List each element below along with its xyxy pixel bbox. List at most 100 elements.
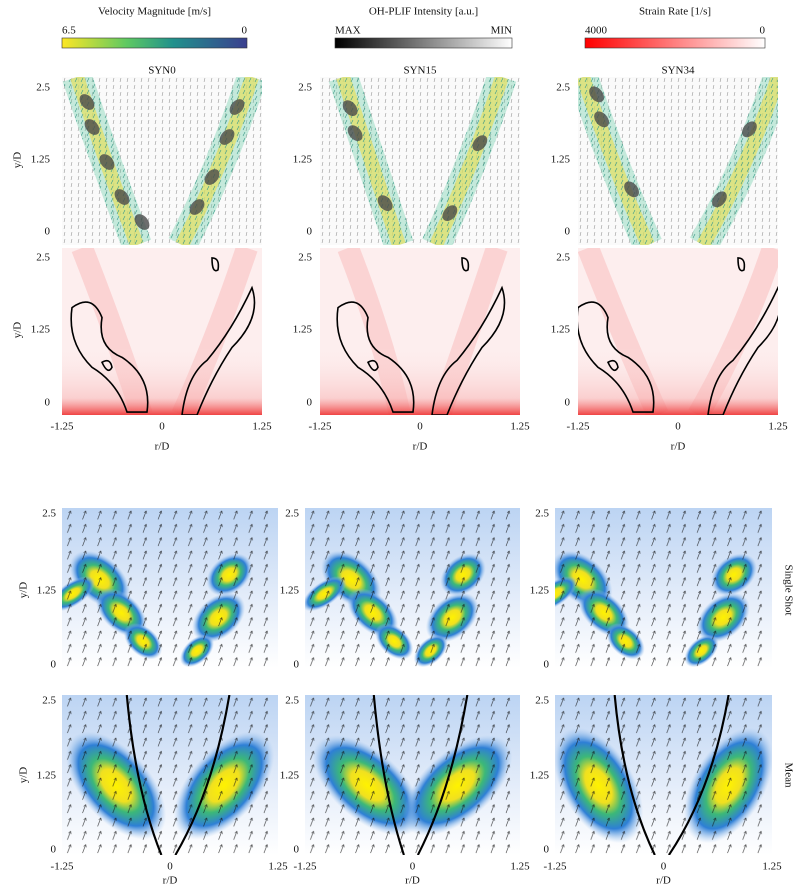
oh-blob bbox=[742, 121, 757, 138]
flame-contour bbox=[707, 285, 778, 415]
oh-blob bbox=[342, 100, 358, 117]
x-tick-label: -1.25 bbox=[544, 861, 567, 873]
panel-content bbox=[555, 508, 772, 668]
panel bbox=[578, 77, 778, 245]
mean-contour bbox=[125, 695, 231, 856]
panel-content bbox=[555, 695, 773, 856]
y-tick-label: 0 bbox=[307, 226, 313, 238]
colorbar bbox=[334, 37, 513, 49]
oh-blob bbox=[624, 181, 639, 198]
x-tick-label: -1.25 bbox=[51, 421, 74, 433]
oh-blob bbox=[204, 169, 220, 185]
y-axis-label: y/D bbox=[18, 767, 30, 784]
y-tick-label: 0 bbox=[307, 397, 313, 409]
flame-contour bbox=[70, 301, 149, 413]
x-tick-label: 0 bbox=[159, 421, 165, 433]
panel-title: SYN34 bbox=[661, 65, 695, 77]
colorbar-left-label: 6.5 bbox=[62, 25, 76, 37]
panel bbox=[320, 77, 520, 245]
oh-blob bbox=[79, 94, 95, 110]
y-tick-label: 1.25 bbox=[293, 154, 313, 166]
x-tick-label: 1.25 bbox=[252, 421, 272, 433]
velocity-arrows bbox=[578, 77, 662, 245]
x-tick-label: 0 bbox=[661, 861, 667, 873]
flame-contour bbox=[211, 257, 220, 272]
oh-blob bbox=[442, 205, 458, 222]
panel-content bbox=[320, 248, 520, 415]
x-axis-label: r/D bbox=[163, 875, 178, 887]
colorbar-left-label: 4000 bbox=[585, 25, 608, 37]
strain-bottom bbox=[62, 347, 262, 415]
oh-blob bbox=[134, 214, 150, 230]
panel bbox=[305, 508, 520, 668]
y-tick-label: 0 bbox=[45, 397, 51, 409]
colorbar bbox=[584, 37, 766, 49]
panel bbox=[62, 248, 262, 415]
y-tick-label: 1.25 bbox=[293, 324, 313, 336]
y-tick-label: 1.25 bbox=[551, 154, 571, 166]
colorbar-label: Strain Rate [1/s] bbox=[639, 6, 711, 18]
y-tick-label: 1.25 bbox=[37, 585, 57, 597]
x-tick-label: 1.25 bbox=[768, 421, 788, 433]
mean-contour bbox=[613, 695, 730, 856]
y-tick-label: 2.5 bbox=[298, 252, 312, 264]
oh-blob bbox=[219, 129, 235, 145]
x-tick-label: 1.25 bbox=[762, 861, 782, 873]
oh-blob bbox=[347, 125, 363, 142]
panel-content bbox=[62, 508, 278, 668]
y-tick-label: 1.25 bbox=[31, 324, 51, 336]
y-tick-label: 2.5 bbox=[42, 508, 56, 520]
vector-field bbox=[305, 695, 520, 855]
y-axis-label: y/D bbox=[12, 322, 24, 339]
colorbar-right-label: 0 bbox=[760, 25, 766, 37]
y-tick-label: 2.5 bbox=[36, 252, 50, 264]
colorbar-label: OH-PLIF Intensity [a.u.] bbox=[369, 6, 478, 18]
x-tick-label: -1.25 bbox=[294, 861, 317, 873]
panel bbox=[305, 695, 520, 856]
y-tick-label: 1.25 bbox=[551, 324, 571, 336]
colorbar-right-label: MIN bbox=[491, 25, 512, 37]
vector-field bbox=[62, 695, 278, 855]
colorbar-left-label: MAX bbox=[335, 25, 361, 37]
oh-blob bbox=[472, 135, 488, 152]
oh-blob bbox=[114, 189, 130, 205]
x-axis-label: r/D bbox=[155, 441, 170, 453]
panel bbox=[578, 248, 778, 415]
colorbar-right-label: 0 bbox=[242, 25, 248, 37]
panel-content bbox=[62, 77, 262, 245]
panel-content bbox=[305, 508, 520, 668]
vector-field bbox=[305, 508, 520, 668]
x-tick-label: 1.25 bbox=[510, 421, 530, 433]
x-axis-label: r/D bbox=[413, 441, 428, 453]
panel-title: SYN0 bbox=[148, 65, 176, 77]
y-tick-label: 2.5 bbox=[535, 508, 549, 520]
y-tick-label: 0 bbox=[51, 659, 57, 671]
panel bbox=[62, 77, 262, 245]
x-axis-label: r/D bbox=[405, 875, 420, 887]
oh-blob bbox=[589, 86, 604, 103]
x-tick-label: 1.25 bbox=[510, 861, 530, 873]
y-tick-label: 2.5 bbox=[535, 695, 549, 707]
colorbar-label: Velocity Magnitude [m/s] bbox=[98, 6, 211, 18]
x-axis-label: r/D bbox=[671, 441, 686, 453]
x-tick-label: 0 bbox=[410, 861, 416, 873]
y-tick-label: 2.5 bbox=[556, 82, 570, 94]
velocity-arrows bbox=[168, 77, 262, 245]
y-tick-label: 2.5 bbox=[36, 82, 50, 94]
oh-blob bbox=[189, 199, 205, 215]
oh-blob bbox=[229, 99, 245, 115]
panel-content bbox=[305, 695, 520, 856]
panel-content bbox=[320, 77, 520, 245]
vector-field bbox=[555, 508, 772, 668]
y-tick-label: 1.25 bbox=[280, 585, 300, 597]
x-tick-label: 0 bbox=[167, 861, 173, 873]
strain-bottom bbox=[578, 347, 778, 415]
y-tick-label: 2.5 bbox=[556, 252, 570, 264]
panel-content bbox=[62, 248, 262, 415]
row-label: Mean bbox=[782, 762, 794, 788]
colorbar bbox=[61, 37, 248, 49]
panel-title: SYN15 bbox=[403, 65, 437, 77]
y-tick-label: 1.25 bbox=[37, 770, 57, 782]
flame-contour bbox=[100, 359, 113, 372]
